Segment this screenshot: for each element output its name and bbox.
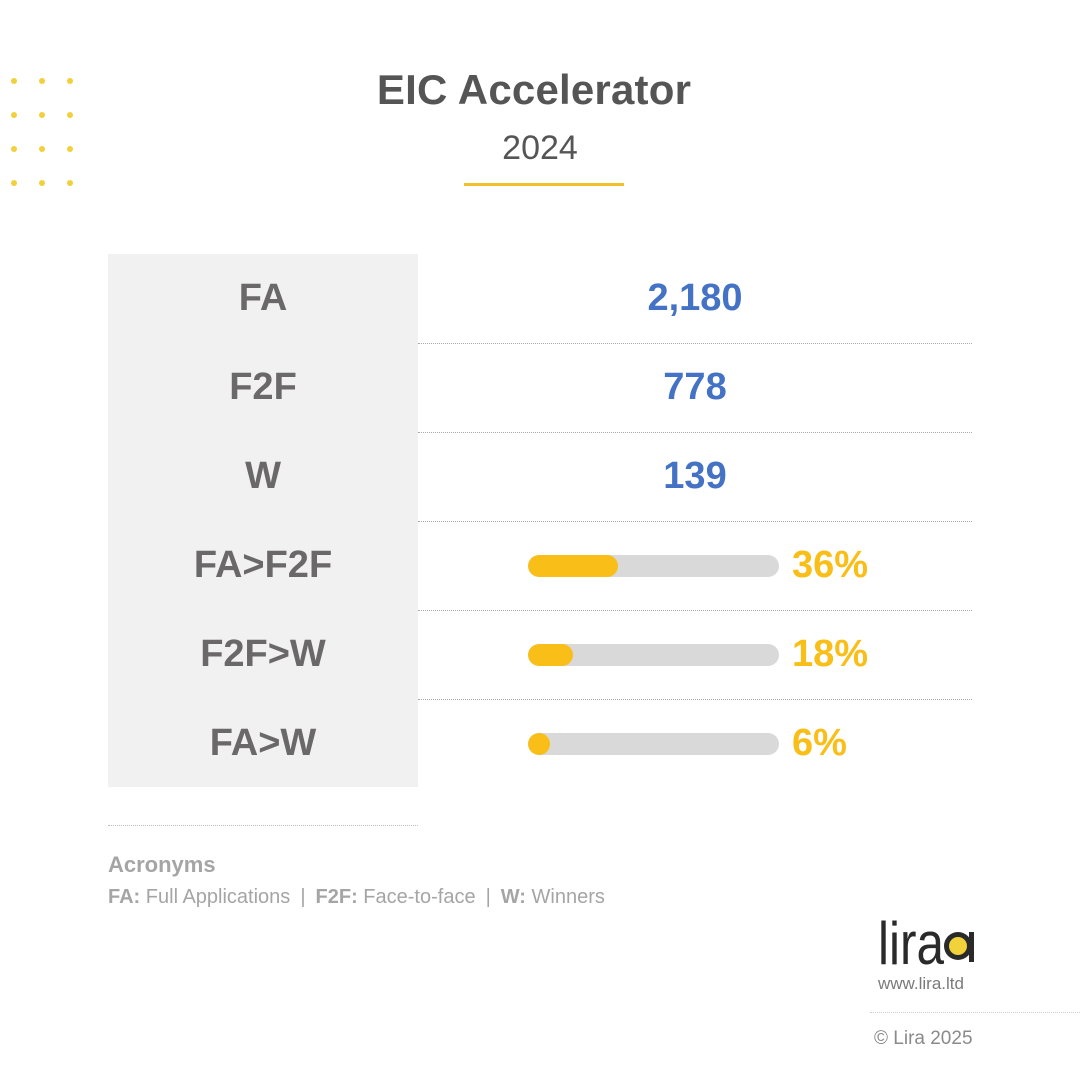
decorative-dot	[67, 146, 73, 152]
row-label: FA>W	[209, 722, 317, 764]
table-row: FA>F2F 36%	[108, 521, 972, 611]
row-divider	[418, 432, 972, 433]
decorative-dot	[11, 180, 17, 186]
table-row: W 139	[108, 432, 972, 522]
percent-label: 18%	[792, 633, 869, 675]
progress-fill	[528, 733, 550, 755]
row-value: 2,180	[647, 277, 743, 319]
table-row: F2F 778	[108, 343, 972, 433]
decorative-dot	[67, 180, 73, 186]
acronyms-line: FA: Full Applications | F2F: Face-to-face |…	[108, 886, 605, 909]
row-value: 778	[663, 366, 727, 408]
decorative-dot	[39, 146, 45, 152]
acronym-key: W:	[500, 886, 526, 908]
decorative-dot	[39, 112, 45, 118]
acronym-desc: Face-to-face	[363, 886, 476, 908]
progress-track	[528, 644, 779, 666]
row-divider	[418, 610, 972, 611]
decorative-dot-grid	[11, 78, 81, 188]
acronym-key: F2F:	[315, 886, 358, 908]
progress-fill	[528, 644, 573, 666]
page-subtitle: 2024	[502, 129, 578, 167]
page-title: EIC Accelerator	[376, 66, 692, 113]
lira-logo-text: lira	[878, 910, 945, 968]
decorative-dot	[39, 180, 45, 186]
row-divider	[418, 699, 972, 700]
acronym-desc: Winners	[531, 886, 605, 908]
decorative-dot	[39, 78, 45, 84]
acronym-desc: Full Applications	[145, 886, 291, 908]
footer-divider	[870, 1012, 1080, 1013]
row-divider	[418, 521, 972, 522]
lira-logo-dot	[949, 937, 967, 955]
copyright-text: © Lira 2025	[874, 1028, 973, 1049]
table-row: FA>W 6%	[108, 699, 972, 788]
row-divider	[418, 343, 972, 344]
legend-divider	[108, 825, 418, 826]
progress-track	[528, 733, 779, 755]
acronym-key: FA:	[108, 886, 141, 908]
decorative-dot	[11, 146, 17, 152]
acronyms-title: Acronyms	[108, 852, 216, 877]
lira-logo: lira	[878, 910, 974, 968]
row-label: FA>F2F	[193, 544, 333, 586]
decorative-dot	[11, 112, 17, 118]
row-label: W	[245, 455, 281, 497]
decorative-dot	[67, 78, 73, 84]
row-label: F2F	[229, 366, 297, 408]
percent-label: 36%	[792, 544, 869, 586]
row-value: 139	[663, 455, 727, 497]
label-column-background	[108, 254, 418, 787]
decorative-dot	[11, 78, 17, 84]
table-row: FA 2,180	[108, 254, 972, 344]
decorative-dot	[67, 112, 73, 118]
progress-track	[528, 555, 779, 577]
acronym-separator: |	[485, 886, 491, 908]
row-label: F2F>W	[200, 633, 326, 675]
percent-label: 6%	[792, 722, 847, 764]
progress-fill	[528, 555, 618, 577]
title-underline	[464, 183, 624, 186]
brand-url: www.lira.ltd	[878, 974, 964, 993]
acronym-separator: |	[300, 886, 306, 908]
table-row: F2F>W 18%	[108, 610, 972, 700]
row-label: FA	[238, 277, 288, 319]
